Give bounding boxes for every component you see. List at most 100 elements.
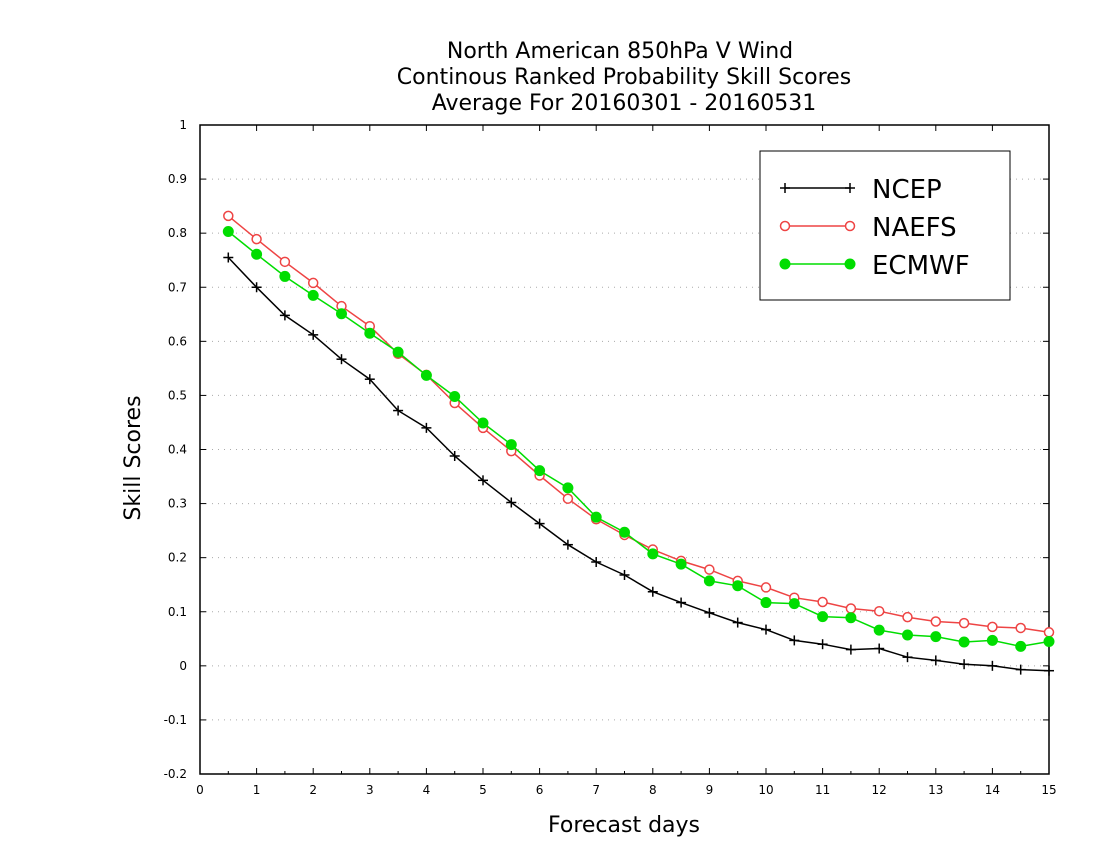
data-point-ncep: [619, 569, 630, 580]
data-point-naefs: [760, 582, 772, 593]
data-point-ecmwf: [449, 390, 461, 402]
data-point-ncep: [308, 329, 319, 340]
data-point-ncep: [449, 450, 460, 461]
y-tick-label: 0.9: [168, 172, 187, 186]
data-point-ecmwf: [817, 611, 829, 623]
legend-label-ncep: NCEP: [872, 175, 942, 205]
title-line-2: Continous Ranked Probability Skill Score…: [397, 65, 851, 90]
x-axis: 0 1 2 3 4 5 6 7 8 9 10 11 12 13 14 15: [196, 125, 1057, 797]
y-axis-label: Skill Scores: [121, 395, 146, 520]
data-point-ncep: [874, 643, 885, 654]
data-point-ncep: [591, 556, 602, 567]
data-point-ecmwf: [590, 511, 602, 523]
legend: NCEP NAEFS ECMWF: [759, 150, 1011, 301]
x-tick-label: 0: [196, 783, 204, 797]
y-tick-label: 0.2: [168, 551, 187, 565]
data-point-ecmwf: [420, 369, 432, 381]
legend-label-naefs: NAEFS: [872, 213, 957, 243]
data-point-ncep: [562, 539, 573, 550]
data-point-ecmwf: [930, 631, 942, 643]
data-point-naefs: [902, 611, 913, 623]
legend-label-ecmwf: ECMWF: [872, 251, 970, 281]
y-tick-label: 0.5: [168, 388, 187, 402]
legend-marker: [779, 220, 791, 232]
data-point-ecmwf: [647, 548, 659, 560]
data-point-ecmwf: [675, 558, 687, 570]
data-point-ncep: [251, 282, 262, 293]
title-line-3: Average For 20160301 - 20160531: [432, 91, 817, 116]
x-tick-label: 13: [928, 783, 943, 797]
data-point-naefs: [279, 256, 291, 268]
data-point-naefs: [704, 564, 715, 575]
y-tick-label: 0: [179, 659, 187, 673]
data-point-ecmwf: [222, 226, 234, 238]
data-point-ecmwf: [845, 612, 857, 624]
data-point-ecmwf: [505, 439, 517, 451]
data-point-ncep: [1015, 664, 1026, 675]
data-point-ecmwf: [477, 417, 489, 429]
data-point-naefs: [873, 605, 885, 617]
data-point-ecmwf: [534, 465, 546, 477]
data-point-ncep: [478, 475, 488, 486]
legend-marker: [780, 183, 790, 193]
data-point-naefs: [1043, 627, 1055, 638]
data-point-ecmwf: [1015, 640, 1027, 652]
chart-title: North American 850hPa V Wind Continous R…: [397, 39, 851, 116]
x-tick-label: 11: [815, 783, 830, 797]
data-point-ecmwf: [619, 526, 630, 538]
data-point-ncep: [647, 586, 658, 597]
data-point-ecmwf: [732, 580, 744, 592]
data-point-ncep: [506, 497, 517, 508]
data-point-ncep: [959, 659, 970, 670]
data-point-ncep: [393, 405, 404, 416]
data-point-ncep: [930, 655, 941, 666]
data-point-ecmwf: [986, 634, 998, 646]
series-line-ncep: [227, 256, 1050, 672]
legend-entry-ecmwf: ECMWF: [779, 251, 970, 281]
data-point-naefs: [845, 603, 857, 614]
data-point-ncep: [732, 617, 743, 628]
data-point-naefs: [930, 616, 942, 627]
data-point-ecmwf: [788, 598, 800, 610]
data-point-naefs: [223, 210, 234, 222]
data-point-ncep: [676, 597, 687, 608]
x-tick-label: 4: [423, 783, 431, 797]
data-point-ecmwf: [873, 624, 885, 636]
data-point-naefs: [817, 596, 828, 608]
data-point-naefs: [251, 233, 262, 245]
data-point-ecmwf: [1043, 635, 1055, 647]
title-line-1: North American 850hPa V Wind: [447, 39, 793, 64]
y-tick-label: 1: [179, 118, 187, 132]
data-point-naefs: [958, 617, 970, 629]
x-tick-label: 5: [479, 783, 487, 797]
legend-marker: [779, 258, 791, 270]
legend-marker: [844, 220, 856, 232]
x-tick-label: 14: [985, 783, 1000, 797]
x-tick-label: 12: [872, 783, 887, 797]
data-point-ncep: [789, 635, 800, 646]
data-point-ncep: [987, 660, 998, 671]
y-tick-label: -0.2: [164, 767, 187, 781]
data-point-ncep: [534, 518, 545, 529]
data-point-ncep: [761, 624, 771, 635]
data-point-naefs: [562, 493, 574, 504]
series-ecmwf: [222, 226, 1055, 652]
data-point-ecmwf: [902, 629, 913, 641]
data-point-ncep: [1044, 665, 1054, 676]
x-tick-label: 7: [592, 783, 600, 797]
y-tick-label: 0.4: [168, 443, 187, 457]
y-tick-label: -0.1: [164, 713, 187, 727]
legend-entry-ncep: NCEP: [780, 175, 942, 205]
data-point-ncep: [364, 374, 375, 385]
data-point-ncep: [845, 644, 856, 655]
x-tick-label: 6: [536, 783, 544, 797]
x-tick-label: 15: [1041, 783, 1056, 797]
data-point-ecmwf: [279, 270, 291, 282]
data-point-naefs: [307, 277, 319, 289]
x-tick-label: 10: [758, 783, 773, 797]
x-tick-label: 3: [366, 783, 374, 797]
x-tick-label: 2: [309, 783, 317, 797]
y-tick-label: 0.6: [168, 334, 187, 348]
legend-marker: [844, 258, 856, 270]
